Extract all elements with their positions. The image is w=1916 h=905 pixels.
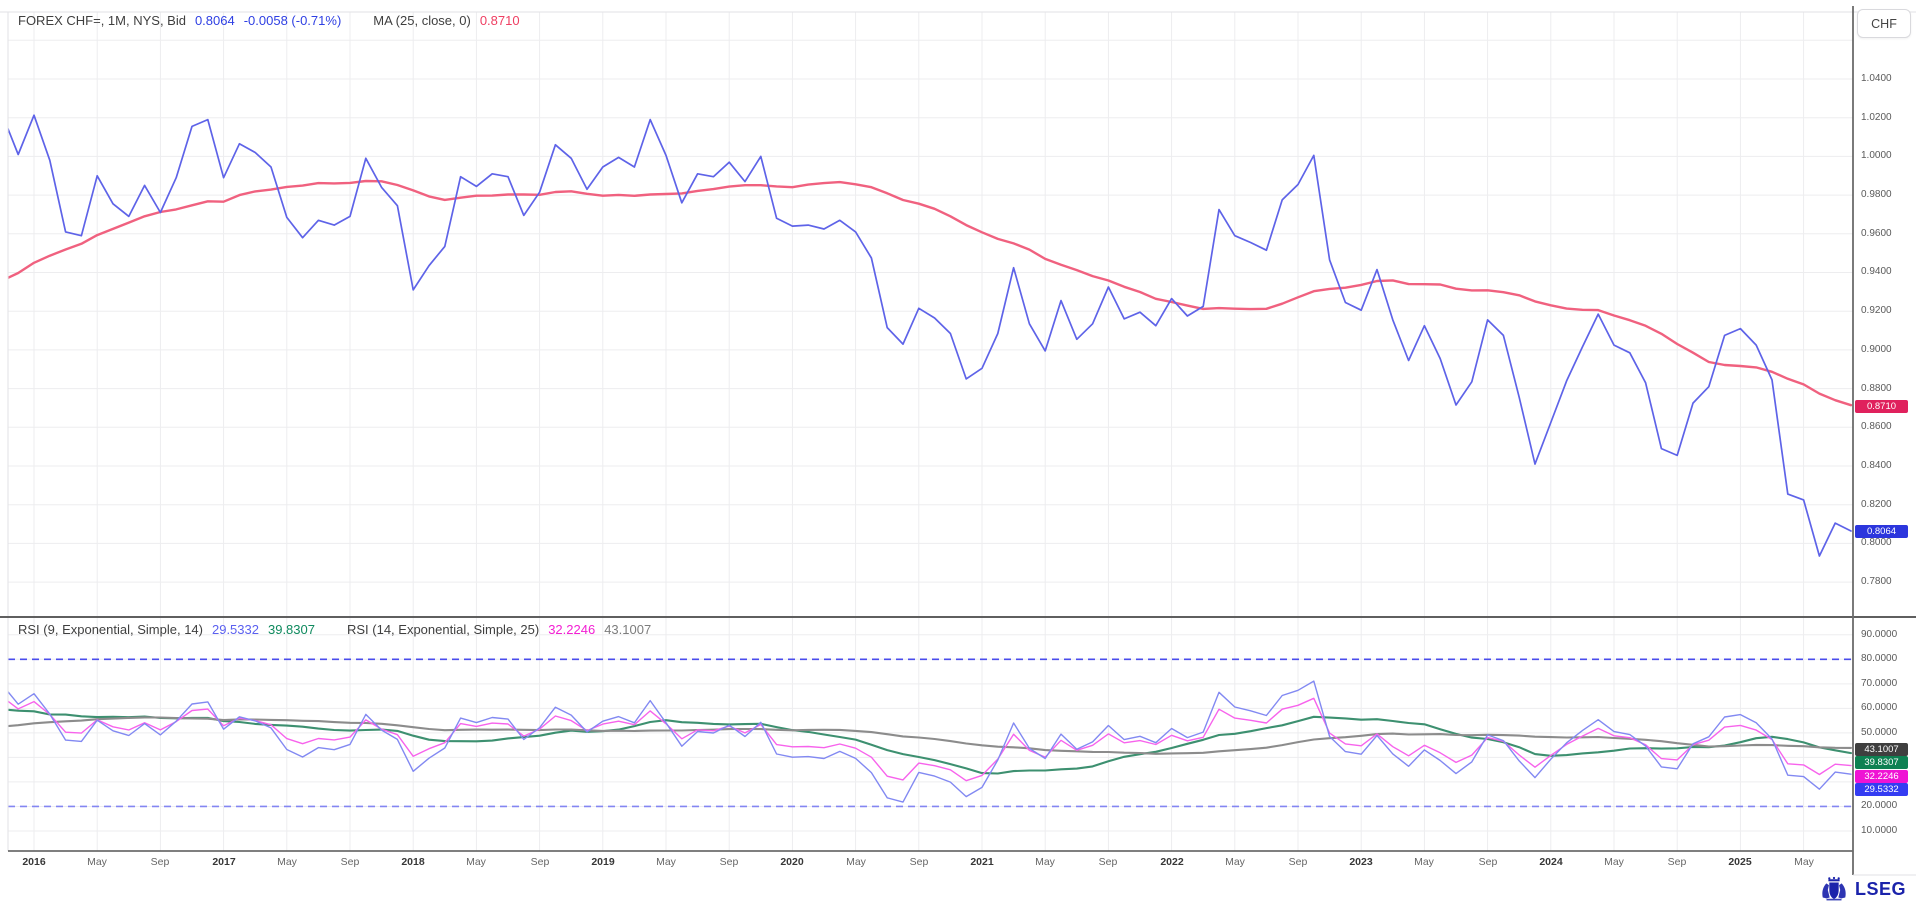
- last-price: 0.8064: [194, 13, 235, 28]
- x-axis-tick: 2025: [1728, 856, 1752, 868]
- rsi-axis-tick: 80.0000: [1861, 653, 1898, 664]
- x-axis-tick: 2022: [1160, 856, 1184, 868]
- lseg-crest-icon: [1822, 876, 1846, 901]
- price-axis-tick: 0.9200: [1861, 305, 1892, 316]
- ma-line: [8, 179, 1853, 407]
- price-axis-tick: 0.9400: [1861, 266, 1892, 277]
- axis-badge: 39.8307: [1855, 756, 1908, 769]
- price-axis-tick: 1.0000: [1861, 150, 1892, 161]
- axis-badge: 43.1007: [1855, 743, 1908, 756]
- x-axis-tick: Sep: [150, 856, 170, 868]
- price-axis-tick: 0.9000: [1861, 344, 1892, 355]
- price-axis-tick: 0.8000: [1861, 537, 1892, 548]
- rsi9-line: [8, 680, 1852, 803]
- x-axis-tick: Sep: [909, 856, 929, 868]
- price-axis-tick: 1.0200: [1861, 112, 1892, 123]
- rsi-legend[interactable]: RSI (9, Exponential, Simple, 14) 29.5332…: [18, 622, 651, 637]
- x-axis-tick: 2021: [970, 856, 994, 868]
- currency-button[interactable]: CHF: [1857, 9, 1911, 38]
- x-axis-tick: Sep: [1667, 856, 1687, 868]
- rsi-axis-tick: 60.0000: [1861, 702, 1898, 713]
- x-axis-tick: May: [1414, 856, 1434, 868]
- rsi9-current-value: 29.5332: [211, 622, 259, 637]
- x-axis-tick: Sep: [340, 856, 360, 868]
- x-axis-tick: 2024: [1539, 856, 1563, 868]
- axis-badge: 29.5332: [1855, 783, 1908, 796]
- x-axis-tick: May: [1604, 856, 1624, 868]
- x-axis-tick: 2017: [212, 856, 236, 868]
- symbol-title: FOREX CHF=, 1M, NYS, Bid: [18, 13, 186, 28]
- rsi-axis-tick: 90.0000: [1861, 629, 1898, 640]
- x-axis-tick: Sep: [530, 856, 550, 868]
- price-axis-tick: 0.8400: [1861, 460, 1892, 471]
- price-axis-tick: 0.9800: [1861, 189, 1892, 200]
- x-axis-tick: 2018: [401, 856, 425, 868]
- rsi-axis-tick: 10.0000: [1861, 825, 1898, 836]
- x-axis-tick: 2019: [591, 856, 615, 868]
- price-change: -0.0058 (-0.71%): [243, 13, 342, 28]
- rsi9-sma-current-value: 39.8307: [267, 622, 315, 637]
- ma-current-value: 0.8710: [479, 13, 520, 28]
- rsi-axis-tick: 50.0000: [1861, 727, 1898, 738]
- rsi14-line: [8, 697, 1852, 782]
- x-axis-tick: May: [466, 856, 486, 868]
- rsi-axis-tick: 20.0000: [1861, 800, 1898, 811]
- rsi14-current-value: 32.2246: [548, 622, 596, 637]
- x-axis-tick: May: [1225, 856, 1245, 868]
- x-axis-tick: May: [1035, 856, 1055, 868]
- rsi-axis-tick: 70.0000: [1861, 678, 1898, 689]
- rsi14-legend-label: RSI (14, Exponential, Simple, 25): [346, 622, 540, 637]
- price-axis-tick: 0.8200: [1861, 499, 1892, 510]
- x-axis-tick: May: [277, 856, 297, 868]
- lseg-logo-text: LSEG: [1854, 878, 1906, 899]
- rsi9-legend-label: RSI (9, Exponential, Simple, 14): [18, 622, 203, 637]
- axis-badge: 0.8710: [1855, 400, 1908, 413]
- x-axis-tick: May: [87, 856, 107, 868]
- x-axis-tick: 2020: [780, 856, 804, 868]
- x-axis-tick: Sep: [1478, 856, 1498, 868]
- x-axis-tick: Sep: [1098, 856, 1118, 868]
- price-axis-tick: 0.9600: [1861, 228, 1892, 239]
- x-axis-tick: 2023: [1349, 856, 1373, 868]
- rsi14-sma-line: [8, 716, 1853, 755]
- price-legend[interactable]: FOREX CHF=, 1M, NYS, Bid 0.8064 -0.0058 …: [18, 13, 520, 28]
- x-axis-tick: Sep: [1288, 856, 1308, 868]
- price-axis-tick: 1.0400: [1861, 73, 1892, 84]
- price-axis-tick: 0.7800: [1861, 576, 1892, 587]
- rsi9-sma-line: [8, 708, 1853, 775]
- price-line: [8, 113, 1852, 557]
- ma-legend-label: MA (25, close, 0): [373, 13, 471, 28]
- x-axis-tick: May: [846, 856, 866, 868]
- axis-badge: 0.8064: [1855, 525, 1908, 538]
- axis-badge: 32.2246: [1855, 770, 1908, 783]
- lseg-logo: LSEG: [1819, 876, 1906, 902]
- x-axis-tick: May: [1794, 856, 1814, 868]
- x-axis-tick: 2016: [22, 856, 46, 868]
- price-axis-tick: 0.8600: [1861, 421, 1892, 432]
- x-axis-tick: Sep: [719, 856, 739, 868]
- price-axis-tick: 0.8800: [1861, 383, 1892, 394]
- x-axis-tick: May: [656, 856, 676, 868]
- rsi14-sma-current-value: 43.1007: [604, 622, 652, 637]
